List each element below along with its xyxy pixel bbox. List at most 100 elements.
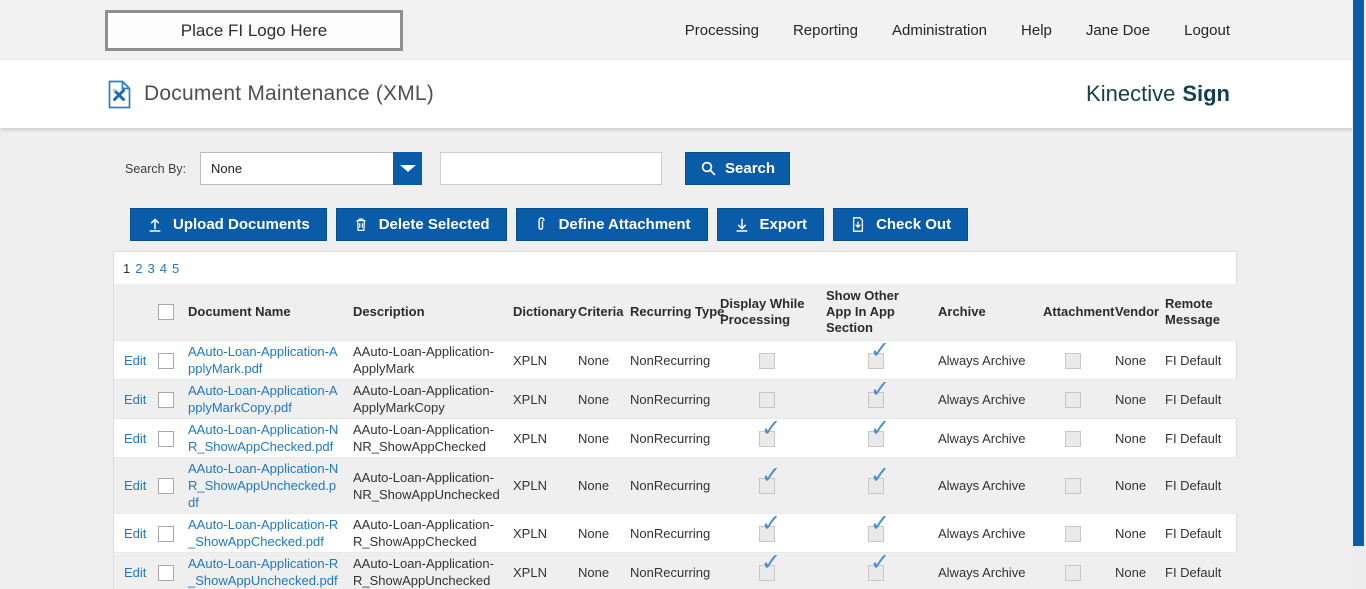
edit-link[interactable]: Edit	[124, 478, 147, 493]
row-select-checkbox[interactable]	[158, 391, 174, 408]
document-name-link[interactable]: AAuto-Loan-Application-NR_ShowAppChecked…	[188, 422, 339, 454]
criteria-cell: None	[572, 379, 624, 419]
attachment-checkbox[interactable]	[1065, 352, 1081, 369]
attachment-checkbox[interactable]	[1065, 478, 1081, 495]
delete-selected-button[interactable]: Delete Selected	[335, 208, 507, 241]
display-while-processing-checkbox[interactable]	[759, 391, 775, 408]
recurring-type-cell: NonRecurring	[624, 552, 714, 589]
show-other-app-checkbox[interactable]	[868, 554, 890, 581]
description-cell: AAuto-Loan-Application-ApplyMarkCopy	[347, 379, 507, 419]
show-other-app-checkbox[interactable]	[868, 515, 890, 542]
top-nav: Processing Reporting Administration Help…	[685, 0, 1230, 60]
delete-selected-label: Delete Selected	[378, 216, 490, 233]
define-attachment-button[interactable]: Define Attachment	[515, 208, 708, 241]
attachment-checkbox[interactable]	[1065, 525, 1081, 542]
toolbar: Upload Documents Delete Selected Define …	[130, 208, 969, 241]
remote-message-cell: FI Default	[1159, 379, 1238, 419]
col-recurring-type: Recurring Type	[624, 284, 724, 341]
row-select-checkbox[interactable]	[158, 564, 174, 581]
edit-link[interactable]: Edit	[124, 525, 147, 541]
col-show-other-app: Show Other App In App Section	[820, 284, 932, 341]
edit-link[interactable]: Edit	[124, 352, 147, 368]
remote-message-cell: FI Default	[1159, 457, 1238, 514]
upload-icon	[147, 216, 163, 233]
document-name-link[interactable]: AAuto-Loan-Application-R_ShowAppChecked.…	[188, 517, 339, 549]
search-button[interactable]: Search	[685, 152, 791, 185]
nav-item-reporting[interactable]: Reporting	[792, 21, 858, 39]
nav-item-administration[interactable]: Administration	[891, 21, 988, 39]
display-while-processing-checkbox[interactable]	[759, 554, 781, 581]
search-by-selected-value: None	[211, 161, 243, 176]
select-all-checkbox[interactable]	[158, 304, 174, 321]
edit-link[interactable]: Edit	[124, 564, 147, 580]
display-while-processing-checkbox[interactable]	[759, 515, 781, 542]
archive-cell: Always Archive	[932, 379, 1037, 419]
search-button-label: Search	[725, 160, 776, 177]
nav-item-user[interactable]: Jane Doe	[1085, 21, 1151, 39]
recurring-type-cell: NonRecurring	[624, 457, 714, 514]
vendor-cell: None	[1109, 418, 1159, 458]
col-criteria: Criteria	[572, 284, 624, 341]
description-cell: AAuto-Loan-Application-ApplyMark	[347, 340, 507, 380]
nav-item-processing[interactable]: Processing	[684, 21, 759, 39]
row-select-checkbox[interactable]	[158, 478, 174, 495]
vendor-cell: None	[1109, 513, 1159, 553]
chevron-down-icon	[399, 165, 416, 172]
nav-item-logout[interactable]: Logout	[1184, 21, 1230, 39]
remote-message-cell: FI Default	[1159, 340, 1238, 380]
row-select-checkbox[interactable]	[158, 430, 174, 447]
recurring-type-cell: NonRecurring	[624, 513, 714, 553]
archive-cell: Always Archive	[932, 418, 1037, 458]
page-number-link[interactable]: 5	[171, 260, 180, 276]
page-number-current: 1	[123, 260, 131, 276]
show-other-app-checkbox[interactable]	[868, 467, 890, 495]
attachment-checkbox[interactable]	[1065, 564, 1081, 581]
vendor-cell: None	[1109, 457, 1159, 514]
dropdown-button[interactable]	[393, 152, 422, 185]
page-title-wrap: Document Maintenance (XML)	[107, 60, 434, 128]
search-icon	[700, 160, 717, 177]
top-bar: Place FI Logo Here Processing Reporting …	[0, 0, 1366, 60]
document-name-link[interactable]: AAuto-Loan-Application-R_ShowAppUnchecke…	[188, 556, 339, 588]
documents-table: Document Name Description Dictionary Cri…	[114, 284, 1238, 589]
document-xml-icon	[107, 80, 132, 109]
dictionary-cell: XPLN	[507, 552, 572, 589]
export-button[interactable]: Export	[716, 208, 825, 241]
edit-link[interactable]: Edit	[124, 430, 147, 446]
attachment-checkbox[interactable]	[1065, 391, 1081, 408]
export-label: Export	[759, 216, 808, 233]
nav-item-help[interactable]: Help	[1021, 21, 1052, 39]
display-while-processing-checkbox[interactable]	[759, 467, 781, 495]
document-name-link[interactable]: AAuto-Loan-Application-ApplyMark.pdf	[188, 344, 338, 376]
show-other-app-checkbox[interactable]	[868, 381, 890, 408]
display-while-processing-checkbox[interactable]	[759, 352, 775, 369]
search-input[interactable]	[440, 152, 662, 185]
checkout-icon	[850, 216, 866, 233]
document-name-link[interactable]: AAuto-Loan-Application-NR_ShowAppUncheck…	[188, 461, 339, 510]
page-number-link[interactable]: 3	[147, 260, 155, 276]
edit-link[interactable]: Edit	[124, 391, 147, 407]
upload-documents-button[interactable]: Upload Documents	[130, 208, 327, 241]
check-out-button[interactable]: Check Out	[833, 208, 969, 241]
archive-cell: Always Archive	[932, 552, 1037, 589]
show-other-app-checkbox[interactable]	[868, 342, 890, 369]
scrollbar-thumb[interactable]	[1353, 0, 1364, 546]
remote-message-cell: FI Default	[1159, 513, 1238, 553]
search-by-dropdown[interactable]: None	[200, 152, 422, 185]
display-while-processing-checkbox[interactable]	[759, 420, 781, 447]
row-select-checkbox[interactable]	[158, 525, 174, 542]
page-number-link[interactable]: 4	[159, 260, 167, 276]
document-name-link[interactable]: AAuto-Loan-Application-ApplyMarkCopy.pdf	[188, 383, 338, 415]
col-vendor: Vendor	[1109, 284, 1159, 341]
criteria-cell: None	[572, 340, 624, 380]
criteria-cell: None	[572, 552, 624, 589]
row-select-checkbox[interactable]	[158, 352, 174, 369]
page-number-link[interactable]: 2	[135, 260, 143, 276]
table-row: Edit AAuto-Loan-Application-ApplyMark.pd…	[114, 340, 1238, 380]
attachment-checkbox[interactable]	[1065, 430, 1081, 447]
show-other-app-checkbox[interactable]	[868, 420, 890, 447]
vertical-scrollbar[interactable]	[1352, 0, 1366, 589]
define-attachment-label: Define Attachment	[558, 216, 691, 233]
table-row: Edit AAuto-Loan-Application-R_ShowAppChe…	[114, 513, 1238, 553]
